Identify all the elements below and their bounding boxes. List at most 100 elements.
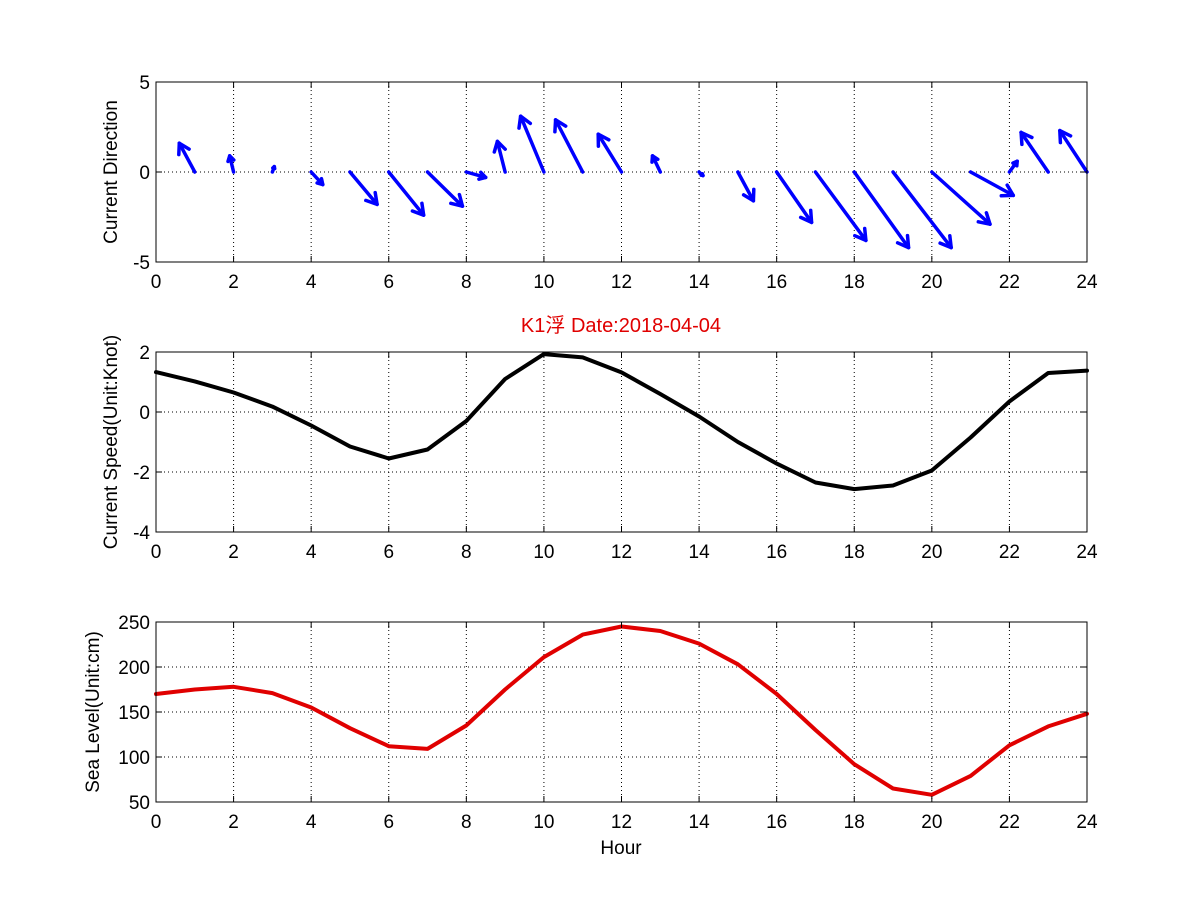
y-tick-label: -2 bbox=[133, 463, 150, 484]
y-tick-label: 0 bbox=[139, 163, 150, 184]
x-tick-label: 22 bbox=[999, 812, 1020, 833]
x-tick-label: 20 bbox=[921, 542, 942, 563]
quiver-arrow bbox=[309, 170, 325, 187]
x-tick-label: 20 bbox=[921, 272, 942, 293]
arrow-head bbox=[699, 172, 705, 178]
arrow-shaft bbox=[553, 118, 585, 174]
arrow-head bbox=[177, 141, 191, 157]
x-tick-label: 6 bbox=[383, 812, 394, 833]
arrow-head bbox=[410, 201, 426, 217]
arrow-head bbox=[477, 170, 488, 181]
arrow-head bbox=[976, 211, 992, 226]
arrow-shaft bbox=[348, 170, 379, 207]
quiver-arrow bbox=[852, 170, 911, 250]
arrow-shaft bbox=[177, 141, 197, 174]
arrow-shaft bbox=[495, 139, 507, 174]
arrow-head bbox=[1058, 128, 1073, 145]
arrow-shaft bbox=[968, 170, 1016, 198]
arrow-shaft bbox=[1019, 130, 1050, 174]
arrow-shaft bbox=[930, 170, 992, 226]
x-tick-label: 12 bbox=[611, 812, 632, 833]
x-tick-label: 22 bbox=[999, 542, 1020, 563]
x-tick-label: 6 bbox=[383, 542, 394, 563]
arrow-head bbox=[1011, 159, 1019, 168]
arrow-head bbox=[895, 233, 911, 250]
y-tick-label: -4 bbox=[133, 523, 150, 544]
y-tick-label: 2 bbox=[139, 343, 150, 364]
x-tick-label: 18 bbox=[844, 272, 865, 293]
quiver-arrow bbox=[270, 164, 277, 174]
arrow-head bbox=[650, 154, 660, 164]
quiver-arrow bbox=[553, 118, 585, 174]
quiver-arrow bbox=[425, 170, 465, 208]
series-line bbox=[154, 352, 1089, 492]
arrow-head bbox=[999, 183, 1016, 198]
x-tick-label: 8 bbox=[461, 272, 472, 293]
y-tick-label: 200 bbox=[118, 658, 150, 679]
quiver-arrow bbox=[968, 170, 1016, 198]
x-tick-label: 16 bbox=[766, 542, 787, 563]
y-tick-label: 100 bbox=[118, 748, 150, 769]
y-tick-label: 150 bbox=[118, 703, 150, 724]
y-axis-label: Current Speed(Unit:Knot) bbox=[101, 335, 122, 549]
arrow-shaft bbox=[852, 170, 911, 250]
x-tick-label: 10 bbox=[533, 542, 554, 563]
quiver-arrow bbox=[813, 170, 868, 243]
quiver-arrow bbox=[1019, 130, 1050, 174]
x-tick-label: 18 bbox=[844, 542, 865, 563]
x-tick-label: 14 bbox=[689, 542, 711, 563]
x-tick-label: 12 bbox=[611, 542, 632, 563]
quiver-arrow bbox=[492, 139, 507, 174]
x-tick-label: 4 bbox=[306, 542, 317, 563]
y-tick-label: 250 bbox=[118, 613, 150, 634]
arrow-head bbox=[517, 114, 533, 130]
y-tick-label: 50 bbox=[129, 793, 150, 814]
arrow-head bbox=[364, 190, 379, 207]
quiver-arrow bbox=[1058, 128, 1089, 174]
quiver-arrow bbox=[387, 170, 426, 217]
x-axis-label: Hour bbox=[600, 838, 642, 859]
y-tick-label: 0 bbox=[139, 403, 150, 424]
x-tick-label: 20 bbox=[921, 812, 942, 833]
x-tick-label: 8 bbox=[461, 812, 472, 833]
figure-title: K1浮 Date:2018-04-04 bbox=[521, 314, 721, 337]
arrow-head bbox=[226, 154, 236, 164]
arrow-shaft bbox=[736, 170, 756, 203]
quiver-arrow bbox=[348, 170, 379, 207]
quiver-arrow bbox=[774, 170, 814, 225]
x-tick-label: 8 bbox=[461, 542, 472, 563]
arrow-shaft bbox=[425, 170, 465, 208]
x-tick-label: 14 bbox=[689, 812, 711, 833]
y-tick-label: -5 bbox=[133, 253, 150, 274]
x-tick-label: 18 bbox=[844, 812, 865, 833]
arrow-shaft bbox=[596, 132, 624, 174]
arrow-head bbox=[492, 139, 507, 154]
arrow-head bbox=[449, 192, 465, 208]
x-tick-label: 0 bbox=[151, 542, 162, 563]
arrow-head bbox=[596, 132, 611, 148]
quiver-arrow bbox=[226, 154, 236, 174]
arrow-shaft bbox=[1058, 128, 1089, 174]
arrow-head bbox=[938, 233, 953, 250]
x-tick-label: 24 bbox=[1076, 272, 1098, 293]
quiver-arrow bbox=[891, 170, 953, 250]
x-tick-label: 0 bbox=[151, 812, 162, 833]
arrow-head bbox=[853, 226, 868, 243]
arrow-shaft bbox=[891, 170, 953, 250]
x-tick-label: 24 bbox=[1076, 542, 1098, 563]
arrow-shaft bbox=[387, 170, 426, 217]
quiver-arrow bbox=[464, 170, 488, 181]
x-tick-label: 10 bbox=[533, 272, 554, 293]
arrow-head bbox=[315, 176, 325, 187]
quiver-arrow bbox=[1007, 159, 1019, 174]
x-tick-label: 2 bbox=[228, 812, 239, 833]
arrow-head bbox=[741, 187, 756, 203]
y-axis-label: Sea Level(Unit:cm) bbox=[83, 631, 104, 793]
arrow-head bbox=[271, 164, 277, 171]
arrow-head bbox=[1019, 130, 1034, 147]
